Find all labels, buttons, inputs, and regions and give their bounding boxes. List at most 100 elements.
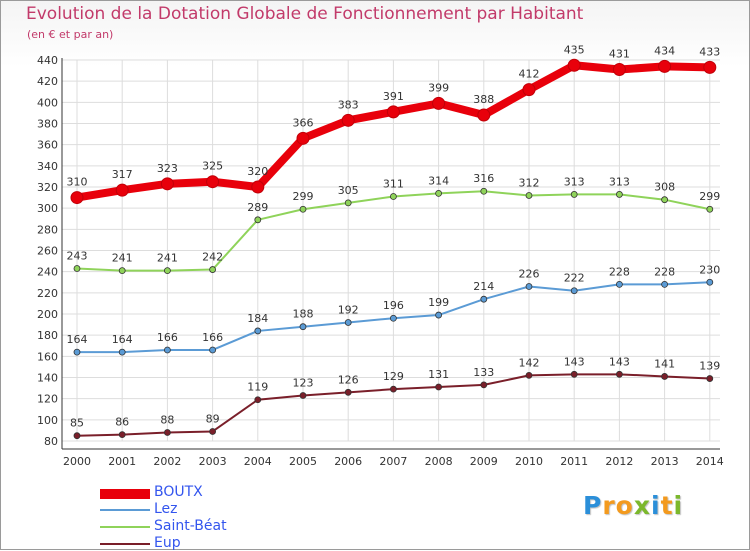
data-label: 131 xyxy=(428,368,449,381)
data-label: 323 xyxy=(157,162,178,175)
y-tick-label: 400 xyxy=(37,96,58,109)
x-tick-label: 2009 xyxy=(470,455,498,468)
data-point xyxy=(209,428,217,435)
logo-letter: x xyxy=(633,491,651,520)
y-tick-label: 320 xyxy=(37,181,58,194)
data-label: 312 xyxy=(519,176,540,189)
y-tick-label: 100 xyxy=(37,414,58,427)
x-tick-label: 2003 xyxy=(199,455,227,468)
logo-letter: P xyxy=(583,491,603,520)
data-point xyxy=(73,432,81,440)
data-label: 308 xyxy=(654,181,675,194)
y-tick-label: 260 xyxy=(37,245,58,258)
data-label: 88 xyxy=(160,414,174,427)
data-label: 228 xyxy=(609,265,630,278)
data-label: 305 xyxy=(338,184,359,197)
data-point xyxy=(477,108,491,122)
data-point xyxy=(209,346,217,354)
data-label: 435 xyxy=(564,43,585,56)
data-point xyxy=(616,280,623,288)
data-point xyxy=(70,191,84,205)
data-label: 196 xyxy=(383,299,404,312)
legend-label: Lez xyxy=(154,501,178,517)
data-label: 142 xyxy=(519,356,540,369)
data-point xyxy=(386,105,400,119)
data-point xyxy=(658,59,672,73)
chart-subtitle: (en € et par an) xyxy=(27,28,114,41)
data-point xyxy=(661,280,668,288)
logo-letter: i xyxy=(651,491,661,520)
data-point xyxy=(706,205,714,213)
legend-swatch xyxy=(100,509,150,511)
data-label: 316 xyxy=(473,172,494,185)
x-tick-label: 2011 xyxy=(560,455,588,468)
legend-label: Saint-Béat xyxy=(154,518,227,534)
data-point xyxy=(341,113,355,127)
x-tick-label: 2005 xyxy=(289,455,317,468)
data-point xyxy=(616,191,623,198)
data-point xyxy=(299,323,307,331)
data-label: 164 xyxy=(112,333,133,346)
x-tick-label: 2001 xyxy=(108,455,136,468)
data-point xyxy=(480,381,488,389)
data-point xyxy=(344,199,352,207)
y-tick-label: 420 xyxy=(37,75,58,88)
data-point xyxy=(209,266,217,273)
data-label: 320 xyxy=(247,165,268,178)
data-point xyxy=(706,375,714,382)
data-label: 184 xyxy=(247,312,268,325)
data-point xyxy=(118,431,126,439)
data-point xyxy=(567,58,581,72)
data-point xyxy=(435,311,443,319)
x-tick-label: 2010 xyxy=(515,455,543,468)
data-label: 313 xyxy=(609,175,630,188)
legend-swatch xyxy=(100,526,150,528)
data-point xyxy=(432,96,446,110)
data-label: 383 xyxy=(338,98,359,111)
x-tick-label: 2013 xyxy=(651,455,679,468)
data-label: 214 xyxy=(473,280,494,293)
data-label: 119 xyxy=(247,381,268,394)
logo-letter: i xyxy=(673,491,684,520)
data-label: 399 xyxy=(428,81,449,94)
data-point xyxy=(344,319,352,326)
legend-swatch xyxy=(100,489,150,499)
data-point xyxy=(163,429,171,436)
data-label: 226 xyxy=(519,267,540,280)
x-tick-label: 2007 xyxy=(379,455,407,468)
y-tick-label: 140 xyxy=(37,372,58,385)
y-tick-label: 80 xyxy=(44,435,58,448)
data-point xyxy=(570,370,578,378)
data-point xyxy=(435,383,443,391)
data-label: 434 xyxy=(654,44,675,57)
data-label: 431 xyxy=(609,48,630,61)
y-tick-label: 340 xyxy=(37,160,58,173)
logo-letter: r xyxy=(602,491,616,520)
data-label: 129 xyxy=(383,370,404,383)
data-point xyxy=(73,265,81,272)
data-point xyxy=(389,193,397,200)
data-label: 143 xyxy=(564,355,585,368)
data-point xyxy=(612,63,626,77)
data-label: 141 xyxy=(654,357,675,370)
data-point xyxy=(254,216,262,224)
data-point xyxy=(160,177,174,191)
data-point xyxy=(118,348,126,356)
data-label: 222 xyxy=(564,272,585,285)
data-point xyxy=(616,370,623,378)
data-label: 199 xyxy=(428,296,449,309)
data-label: 228 xyxy=(654,265,675,278)
chart-title: Evolution de la Dotation Globale de Fonc… xyxy=(26,4,584,24)
data-label: 85 xyxy=(70,417,84,430)
data-label: 412 xyxy=(519,68,540,81)
data-label: 126 xyxy=(338,373,359,386)
data-point xyxy=(254,327,262,335)
logo-letter: t xyxy=(660,491,674,520)
data-label: 314 xyxy=(428,174,449,187)
data-label: 241 xyxy=(112,252,133,265)
y-tick-label: 200 xyxy=(37,308,58,321)
y-tick-label: 120 xyxy=(37,393,58,406)
data-label: 311 xyxy=(383,178,404,191)
data-label: 242 xyxy=(202,251,223,264)
x-tick-label: 2004 xyxy=(244,455,272,468)
